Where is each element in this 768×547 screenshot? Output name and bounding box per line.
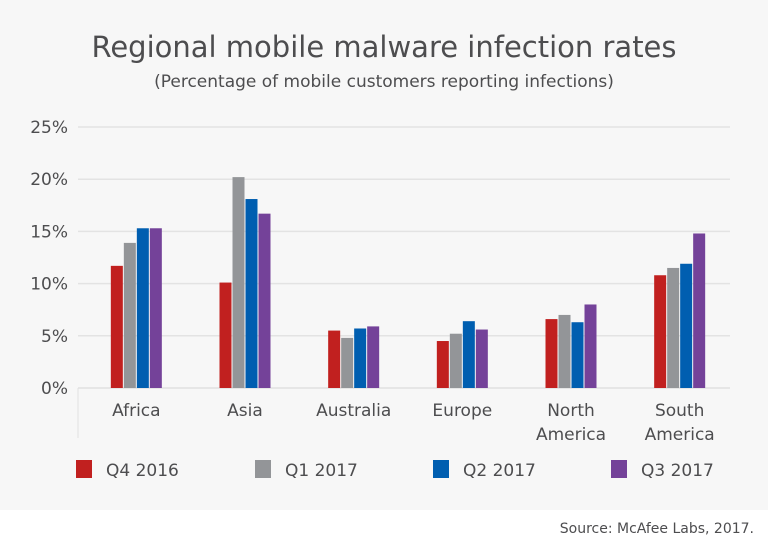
bar-q1-2017 — [449, 333, 462, 388]
bar-q4-2016 — [545, 319, 558, 388]
x-tick-label: North America — [536, 401, 606, 445]
legend-label: Q1 2017 — [285, 461, 358, 481]
legend-swatch — [433, 460, 449, 478]
y-tick-label: 10% — [30, 275, 68, 295]
legend-label: Q2 2017 — [463, 461, 536, 481]
x-tick-label-line: Australia — [316, 401, 391, 421]
x-tick-label-line: South — [655, 401, 704, 421]
bar-q1-2017 — [667, 267, 680, 388]
y-tick-label: 25% — [30, 118, 68, 138]
x-tick-label: Australia — [316, 401, 391, 421]
y-tick-label: 15% — [30, 222, 68, 242]
bar-q2-2017 — [571, 322, 584, 388]
legend-swatch — [255, 460, 271, 478]
x-tick-label-line: America — [645, 425, 715, 445]
bar-q2-2017 — [136, 228, 149, 388]
bar-q4-2016 — [654, 275, 667, 388]
y-tick-label: 0% — [41, 379, 68, 399]
bar-q2-2017 — [680, 263, 693, 388]
bar-q3-2017 — [475, 329, 488, 388]
bar-q3-2017 — [693, 233, 706, 388]
x-tick-label-line: America — [536, 425, 606, 445]
bar-q1-2017 — [232, 177, 245, 388]
bar-q2-2017 — [462, 321, 475, 388]
bar-chart: 0% 5% 10% 15% 20% 25% Africa Asia Australia Europ… — [30, 118, 730, 481]
x-tick-label-line: Europe — [432, 401, 492, 421]
x-tick-label: South America — [645, 401, 715, 445]
legend-label: Q3 2017 — [641, 461, 714, 481]
chart-subtitle: (Percentage of mobile customers reportin… — [154, 72, 614, 92]
bar-q1-2017 — [341, 337, 354, 388]
y-tick-label: 5% — [41, 327, 68, 347]
x-tick-label: Europe — [432, 401, 492, 421]
bar-q4-2016 — [436, 341, 449, 388]
x-tick-label-line: Africa — [112, 401, 161, 421]
bar-q4-2016 — [328, 330, 341, 388]
bar-q2-2017 — [245, 199, 258, 388]
legend-label: Q4 2016 — [106, 461, 179, 481]
bar-q3-2017 — [367, 326, 380, 388]
bar-q1-2017 — [123, 242, 136, 388]
source-note: Source: McAfee Labs, 2017. — [559, 521, 754, 537]
chart-title: Regional mobile malware infection rates — [91, 30, 677, 64]
x-tick-label-line: Asia — [227, 401, 263, 421]
y-tick-label: 20% — [30, 170, 68, 190]
legend-swatch — [76, 460, 92, 478]
x-tick-label: Asia — [227, 401, 263, 421]
x-tick-label: Africa — [112, 401, 161, 421]
bar-q1-2017 — [558, 314, 571, 388]
bar-q3-2017 — [258, 213, 271, 388]
x-tick-label-line: North — [547, 401, 595, 421]
legend-swatch — [611, 460, 627, 478]
bar-q3-2017 — [584, 304, 597, 388]
bar-q3-2017 — [149, 228, 162, 388]
bar-q2-2017 — [354, 328, 367, 388]
bar-q4-2016 — [219, 282, 232, 388]
bar-q4-2016 — [110, 265, 123, 388]
